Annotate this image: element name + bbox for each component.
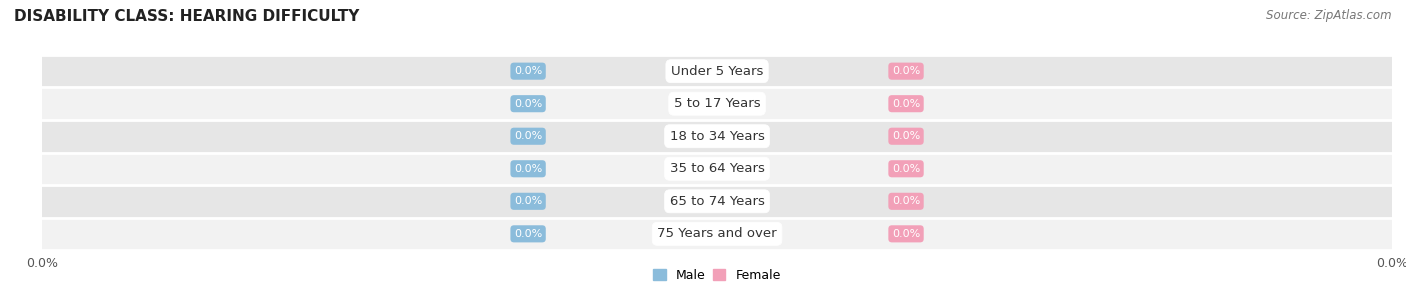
Legend: Male, Female: Male, Female	[648, 264, 786, 287]
Text: 18 to 34 Years: 18 to 34 Years	[669, 130, 765, 143]
Bar	[42, 55, 1392, 88]
Text: Source: ZipAtlas.com: Source: ZipAtlas.com	[1267, 9, 1392, 22]
Text: 0.0%: 0.0%	[515, 131, 543, 141]
Text: 0.0%: 0.0%	[515, 99, 543, 109]
Text: 0.0%: 0.0%	[515, 229, 543, 239]
Text: 5 to 17 Years: 5 to 17 Years	[673, 97, 761, 110]
Text: 0.0%: 0.0%	[515, 164, 543, 174]
Bar	[42, 88, 1392, 120]
Text: 35 to 64 Years: 35 to 64 Years	[669, 162, 765, 175]
Text: DISABILITY CLASS: HEARING DIFFICULTY: DISABILITY CLASS: HEARING DIFFICULTY	[14, 9, 360, 24]
Text: 0.0%: 0.0%	[515, 66, 543, 76]
Text: 0.0%: 0.0%	[891, 229, 920, 239]
Text: 65 to 74 Years: 65 to 74 Years	[669, 195, 765, 208]
Text: Under 5 Years: Under 5 Years	[671, 65, 763, 78]
Text: 0.0%: 0.0%	[515, 196, 543, 206]
Text: 75 Years and over: 75 Years and over	[657, 227, 778, 240]
Text: 0.0%: 0.0%	[891, 196, 920, 206]
Bar	[42, 185, 1392, 217]
Text: 0.0%: 0.0%	[891, 131, 920, 141]
Bar	[42, 152, 1392, 185]
Bar	[42, 120, 1392, 152]
Bar	[42, 217, 1392, 250]
Text: 0.0%: 0.0%	[891, 99, 920, 109]
Text: 0.0%: 0.0%	[891, 66, 920, 76]
Text: 0.0%: 0.0%	[891, 164, 920, 174]
